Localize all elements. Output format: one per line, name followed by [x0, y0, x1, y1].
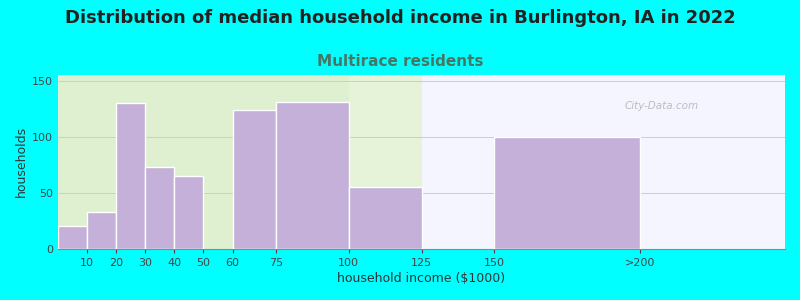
Bar [116, 103, 146, 249]
Bar [58, 226, 87, 249]
Bar [146, 167, 174, 249]
X-axis label: household income ($1000): household income ($1000) [338, 272, 506, 285]
Bar [349, 187, 422, 249]
Bar [422, 75, 785, 249]
Bar [58, 75, 422, 249]
Bar [174, 176, 203, 249]
Text: Distribution of median household income in Burlington, IA in 2022: Distribution of median household income … [65, 9, 735, 27]
Bar [349, 75, 494, 249]
Bar [494, 137, 640, 249]
Bar [87, 212, 116, 249]
Text: City-Data.com: City-Data.com [624, 101, 698, 111]
Y-axis label: households: households [15, 126, 28, 197]
Bar [233, 110, 276, 249]
Bar [276, 102, 349, 249]
Text: Multirace residents: Multirace residents [317, 54, 483, 69]
